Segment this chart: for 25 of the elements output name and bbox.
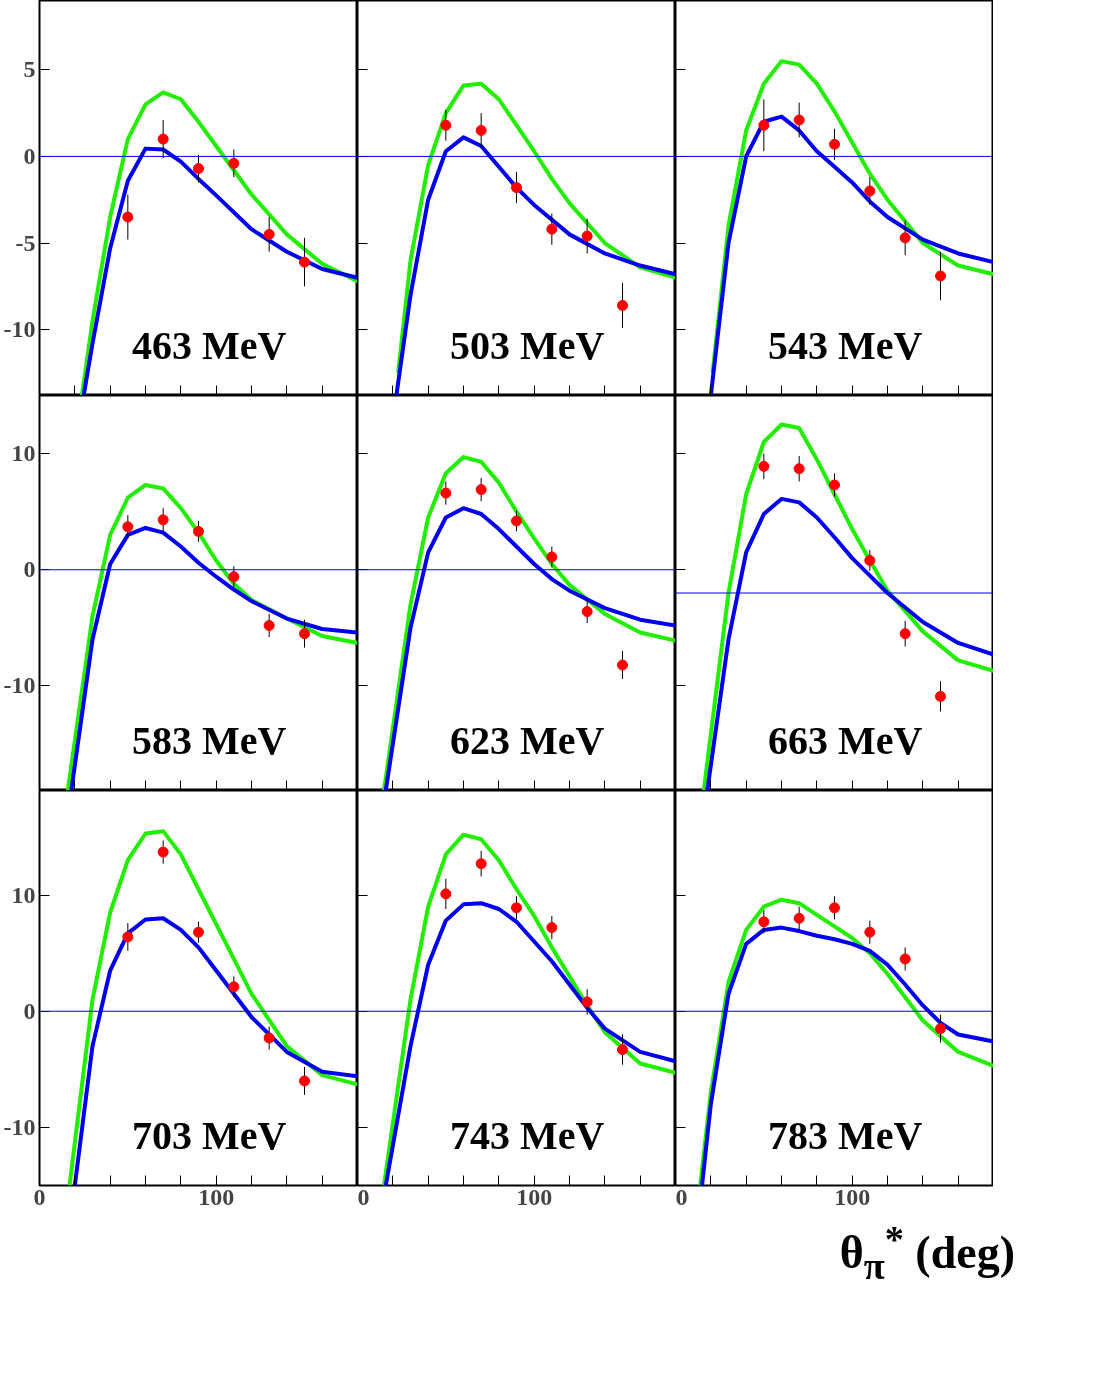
- y-tick-label: 0: [23, 142, 36, 169]
- annotation: 543 MeV: [767, 322, 923, 368]
- y-tick-label: 5: [23, 56, 36, 83]
- annotation: 703 MeV: [131, 1112, 287, 1158]
- annotation: 663 MeV: [767, 717, 923, 763]
- y-tick-label: -10: [3, 672, 36, 699]
- y-tick-label: 10: [11, 440, 36, 467]
- x-tick-label: 100: [834, 1183, 871, 1210]
- y-tick-label: 0: [23, 556, 36, 583]
- annotation: 783 MeV: [767, 1112, 923, 1158]
- y-tick-label: 10: [11, 881, 36, 908]
- x-axis-title: θ$_{π}$$^{*}$ (deg): [838, 1217, 1015, 1289]
- annotation: 743 MeV: [449, 1112, 605, 1158]
- x-tick-label: 0: [357, 1183, 370, 1210]
- annotation: 503 MeV: [449, 322, 605, 368]
- annotation: 583 MeV: [131, 717, 287, 763]
- y-tick-label: -10: [3, 316, 36, 343]
- annotation: 463 MeV: [131, 322, 287, 368]
- y-tick-label: 0: [23, 997, 36, 1024]
- x-tick-label: 100: [198, 1183, 235, 1210]
- y-tick-label: -5: [15, 229, 36, 256]
- x-tick-label: 100: [516, 1183, 553, 1210]
- y-tick-label: -10: [3, 1113, 36, 1140]
- x-tick-label: 0: [675, 1183, 688, 1210]
- annotation: 623 MeV: [449, 717, 605, 763]
